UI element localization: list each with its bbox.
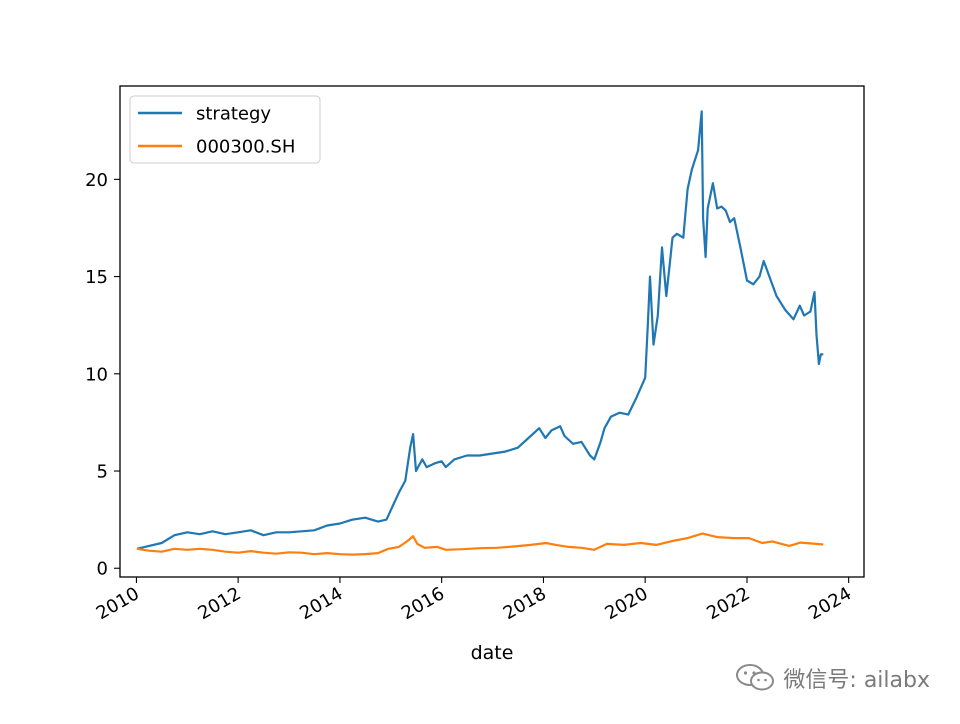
legend-label-0: strategy xyxy=(196,104,271,125)
plot-area xyxy=(119,85,865,578)
y-tick-label: 10 xyxy=(85,364,108,385)
watermark-text: 微信号: ailabx xyxy=(783,668,930,693)
legend-label-1: 000300.SH xyxy=(196,137,295,158)
watermark: 微信号: ailabx xyxy=(735,662,930,694)
y-tick-label: 0 xyxy=(97,559,108,580)
series-line-0 xyxy=(136,110,824,550)
wechat-icon xyxy=(736,664,775,691)
y-tick-label: 5 xyxy=(97,462,108,483)
x-axis-label: date xyxy=(471,642,514,664)
y-tick-label: 20 xyxy=(85,170,108,191)
y-tick-label: 15 xyxy=(85,267,108,288)
y-axis: 0 5 10 15 20 xyxy=(85,170,120,580)
legend: strategy 000300.SH xyxy=(129,95,321,164)
axes-frame xyxy=(119,85,865,578)
series-line-1 xyxy=(136,532,824,556)
